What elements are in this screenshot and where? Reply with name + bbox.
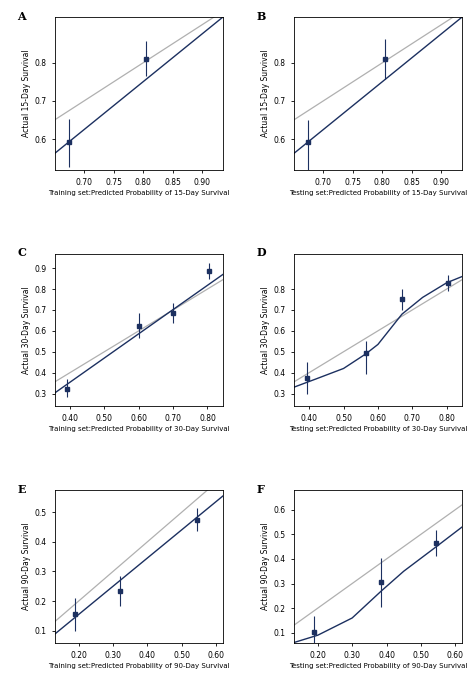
Y-axis label: Actual 15-Day Survival: Actual 15-Day Survival <box>22 50 31 137</box>
Y-axis label: Actual 30-Day Survival: Actual 30-Day Survival <box>22 286 31 374</box>
Y-axis label: Actual 30-Day Survival: Actual 30-Day Survival <box>262 286 271 374</box>
X-axis label: Testing set:Predicted Probability of 30-Day Survival: Testing set:Predicted Probability of 30-… <box>289 426 467 432</box>
Y-axis label: Actual 90-Day Survival: Actual 90-Day Survival <box>22 522 31 610</box>
Y-axis label: Actual 15-Day Survival: Actual 15-Day Survival <box>262 50 271 137</box>
Text: A: A <box>18 11 26 22</box>
X-axis label: Testing set:Predicted Probability of 90-Day Survival: Testing set:Predicted Probability of 90-… <box>289 663 467 668</box>
Text: C: C <box>18 248 27 258</box>
X-axis label: Training set:Predicted Probability of 15-Day Survival: Training set:Predicted Probability of 15… <box>48 190 229 196</box>
X-axis label: Training set:Predicted Probability of 30-Day Survival: Training set:Predicted Probability of 30… <box>48 426 229 432</box>
Text: D: D <box>256 248 266 258</box>
X-axis label: Training set:Predicted Probability of 90-Day Survival: Training set:Predicted Probability of 90… <box>48 663 229 668</box>
X-axis label: Testing set:Predicted Probability of 15-Day Survival: Testing set:Predicted Probability of 15-… <box>289 190 467 196</box>
Y-axis label: Actual 90-Day Survival: Actual 90-Day Survival <box>262 522 271 610</box>
Text: F: F <box>256 484 264 495</box>
Text: B: B <box>256 11 266 22</box>
Text: E: E <box>18 484 26 495</box>
